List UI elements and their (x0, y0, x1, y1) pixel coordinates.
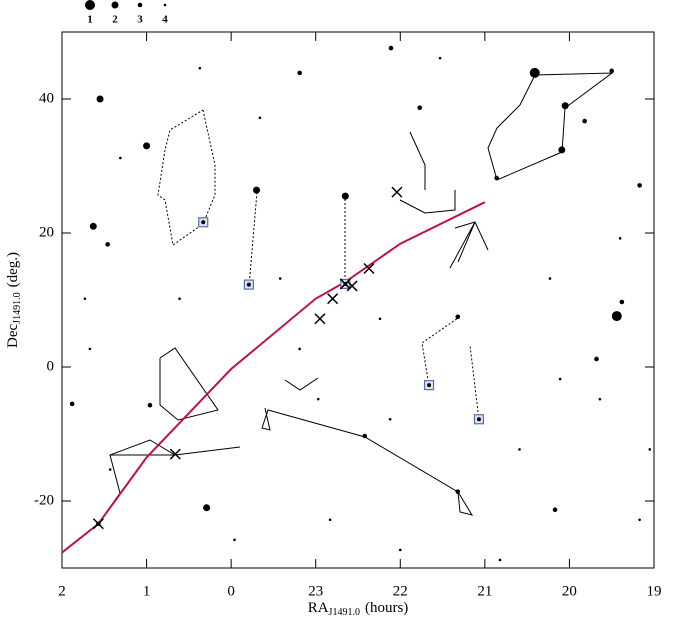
x-tick-label: 0 (227, 583, 235, 599)
star (297, 70, 302, 76)
legend-dot (137, 2, 143, 8)
cross (339, 278, 351, 290)
y-label-main: Dec (5, 323, 21, 347)
star (83, 297, 87, 300)
cross (327, 293, 339, 305)
legend-dot (111, 1, 119, 9)
star (558, 146, 566, 154)
star (438, 56, 442, 60)
star (398, 548, 402, 552)
y-label-unit: (deg.) (5, 252, 21, 287)
cross (346, 280, 358, 292)
star (552, 507, 558, 513)
star (108, 468, 112, 471)
star (548, 277, 552, 280)
highlight-star (246, 282, 251, 287)
x-axis-label: RAJ1491.0 (hours) (308, 600, 409, 618)
legend-label: 1 (87, 14, 93, 26)
y-tick-label: 0 (47, 358, 55, 374)
star (518, 448, 521, 451)
star (561, 102, 569, 110)
y-tick-label: 20 (39, 224, 54, 240)
star (455, 314, 461, 320)
constellation-lines (97, 72, 614, 525)
y-axis-label: DecJ1491.0 (deg.) (5, 252, 23, 348)
star (498, 558, 502, 562)
star (198, 66, 202, 70)
star (388, 45, 394, 51)
star (611, 311, 622, 322)
cross (363, 262, 375, 275)
cross (391, 186, 403, 198)
x-tick-label: 21 (477, 583, 492, 599)
x-tick-label: 1 (143, 583, 151, 599)
star (341, 192, 349, 200)
star (203, 504, 211, 512)
legend-dot (163, 3, 167, 7)
highlight-star (476, 417, 481, 422)
star (455, 489, 461, 494)
cross (169, 448, 181, 460)
legend-label: 4 (162, 14, 168, 26)
x-label-sub: J1491.0 (329, 607, 360, 618)
x-label-main: RA (308, 600, 329, 616)
x-tick-label: 19 (647, 583, 662, 599)
star (594, 356, 599, 362)
star (96, 95, 104, 103)
star (582, 118, 587, 124)
legend-label: 2 (112, 14, 118, 26)
star (609, 68, 615, 74)
star (558, 377, 562, 381)
star (278, 277, 282, 280)
x-tick-label: 20 (562, 583, 577, 599)
star (105, 242, 110, 247)
x-tick-label: 23 (308, 583, 323, 599)
legend-dot (85, 0, 95, 10)
star (143, 142, 151, 150)
highlight-star (201, 220, 206, 225)
star (598, 397, 602, 401)
star (88, 347, 92, 351)
star (178, 297, 181, 300)
star (529, 67, 540, 78)
star (417, 105, 423, 111)
ecliptic-line (61, 201, 486, 554)
star (298, 347, 301, 351)
y-tick-label: -20 (34, 492, 54, 508)
x-tick-label: 2 (58, 583, 66, 599)
star (618, 237, 622, 240)
star (362, 433, 368, 439)
highlight-star (427, 383, 432, 388)
x-tick-label: 22 (393, 583, 408, 599)
star (89, 222, 97, 230)
star (388, 417, 392, 421)
star (378, 317, 382, 321)
star (258, 116, 262, 120)
cross (92, 518, 104, 530)
star (328, 518, 332, 522)
y-tick-label: 40 (39, 90, 54, 106)
star (637, 183, 642, 188)
star (69, 401, 75, 407)
star (494, 175, 499, 181)
star (147, 402, 153, 408)
y-label-sub: J1491.0 (12, 292, 23, 323)
star (233, 538, 236, 542)
star (619, 299, 625, 305)
plot-frame (61, 31, 655, 569)
star (638, 518, 641, 522)
star (648, 448, 652, 451)
star (119, 156, 122, 160)
star (253, 186, 261, 194)
legend-label: 3 (137, 14, 143, 26)
x-label-unit: (hours) (365, 600, 408, 616)
cross (314, 313, 326, 325)
star (316, 397, 320, 401)
